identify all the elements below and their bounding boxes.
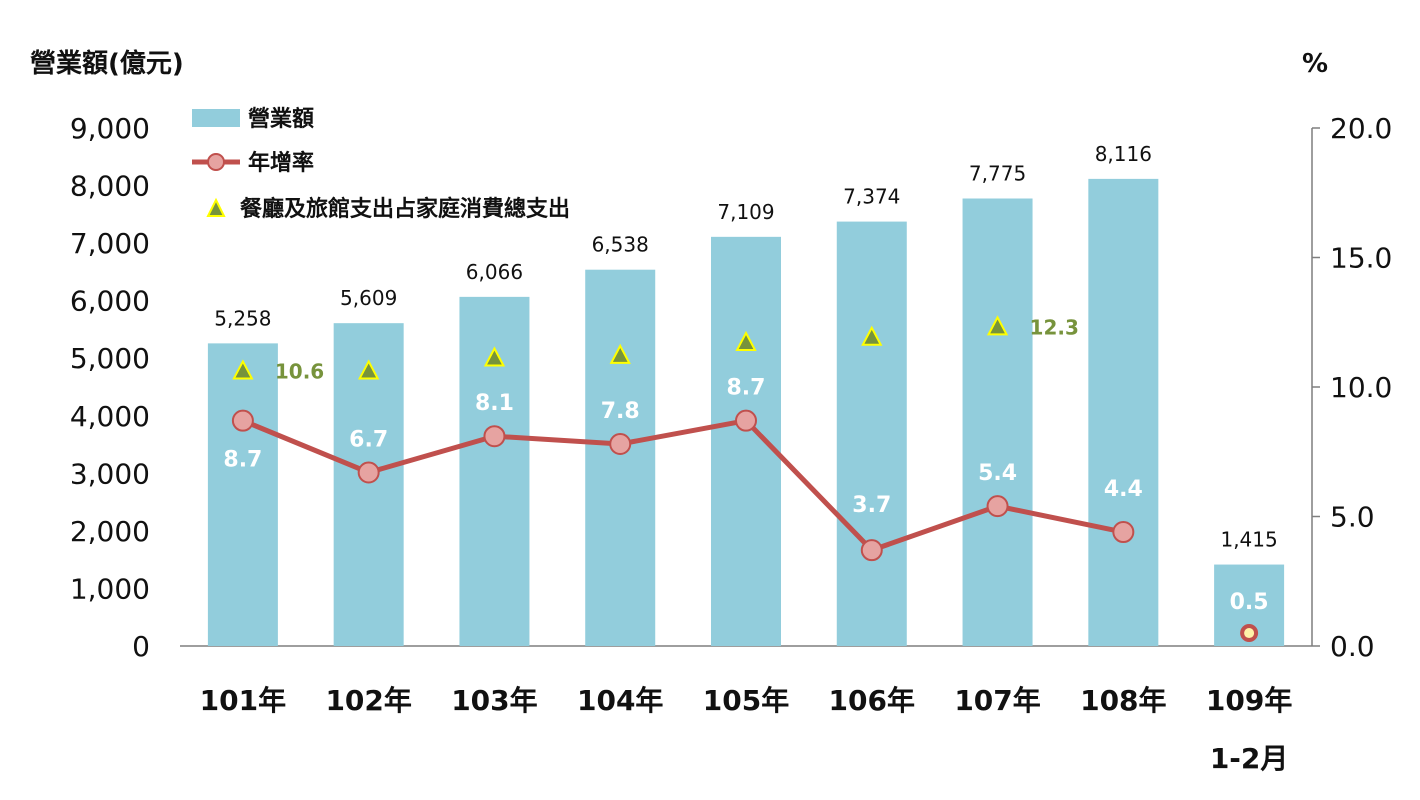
revenue-bar-label: 5,609 [340,286,397,310]
growth-label: 5.4 [978,461,1017,486]
x-tick-label: 101年 [200,684,286,717]
revenue-bar-label: 8,116 [1095,142,1152,166]
legend-bar-swatch [192,109,240,127]
revenue-bar-label: 6,538 [592,233,649,257]
left-tick-label: 5,000 [70,342,150,375]
right-tick-label: 15.0 [1330,242,1392,275]
left-tick-label: 0 [132,630,150,663]
revenue-bar-label: 5,258 [214,306,271,330]
left-axis-ticks: 0 1,000 2,000 3,000 4,000 5,000 6,000 7,000 8,00… [70,112,150,663]
right-tick-label: 10.0 [1330,371,1392,404]
x-tick-label: 105年 [703,684,789,717]
growth-label: 6.7 [349,427,388,452]
growth-line: 8.7 6.7 8.1 7.8 8.7 3.7 5.4 4.4 0.5 [223,376,1269,643]
right-tick-label: 0.0 [1330,630,1375,663]
revenue-bar-label: 7,374 [843,185,900,209]
left-axis-title: 營業額(億元) [30,49,184,79]
legend-line-marker [207,153,225,171]
x-tick-label: 104年 [577,684,663,717]
x-tick-label: 103年 [451,684,537,717]
right-axis-ticks: 0.0 5.0 10.0 15.0 20.0 [1312,112,1392,663]
left-tick-label: 7,000 [70,227,150,260]
share-label: 10.6 [275,359,324,383]
growth-label: 8.7 [727,376,766,401]
legend-triangle-marker [206,197,226,217]
growth-point [1112,521,1135,544]
left-tick-label: 2,000 [70,515,150,548]
revenue-bar-label: 7,775 [969,162,1026,186]
legend-share-label: 餐廳及旅館支出占家庭消費總支出 [240,196,570,222]
legend: 營業額 年增率 餐廳及旅館支出占家庭消費總支出 [192,106,570,222]
growth-point [357,461,380,484]
revenue-bar-labels: 5,258 5,609 6,066 6,538 7,109 7,374 7,775 8,116… [214,142,1277,552]
revenue-bar [207,343,278,646]
share-marker [232,359,254,380]
growth-point [735,409,757,432]
revenue-bar [1088,178,1159,647]
growth-point [231,409,254,432]
revenue-bar [836,221,907,646]
growth-label: 4.4 [1104,477,1143,502]
growth-point [1240,624,1259,643]
share-marker [358,359,380,380]
x-tick-label: 107年 [954,684,1040,717]
left-tick-label: 6,000 [70,285,150,318]
revenue-bar-label: 1,415 [1220,528,1277,552]
revenue-bar [711,236,781,646]
growth-point [860,539,883,562]
growth-label: 7.8 [601,399,640,424]
share-marker [609,343,631,364]
revenue-bar [585,269,656,646]
x-tick-label: 102年 [325,684,411,717]
legend-growth-label: 年增率 [248,150,314,176]
left-tick-label: 9,000 [70,112,150,145]
growth-label: 8.7 [223,448,262,473]
share-marker [986,315,1009,336]
growth-line-path [241,417,1124,554]
left-tick-label: 4,000 [70,400,150,433]
share-markers: 10.6 12.3 [232,315,1079,383]
x-tick-label: 106年 [829,684,915,717]
growth-label: 8.1 [475,391,514,416]
share-marker [861,325,883,346]
share-label: 12.3 [1030,315,1079,339]
growth-label: 3.7 [852,493,891,518]
x-axis-ticks: 101年 102年 103年 104年 105年 106年 107年 108年 109年 1-2月 [200,684,1293,775]
right-tick-label: 5.0 [1330,501,1375,534]
left-tick-label: 8,000 [70,170,150,203]
share-marker [483,346,506,367]
revenue-bar-label: 6,066 [466,260,523,284]
revenue-bar [962,198,1033,646]
x-tick-label: 109年 [1206,684,1292,717]
x-tick-label: 108年 [1080,684,1166,717]
left-tick-label: 3,000 [70,457,150,490]
left-tick-label: 1,000 [70,572,150,605]
right-tick-label: 20.0 [1330,112,1392,145]
growth-point [483,425,506,448]
legend-revenue-label: 營業額 [248,106,314,132]
x-tick-sublabel: 1-2月 [1210,742,1289,775]
growth-point [609,432,632,455]
growth-label: 0.5 [1230,590,1269,615]
growth-point [986,495,1009,518]
revenue-bar-label: 7,109 [717,200,774,224]
right-axis-title: % [1302,49,1328,79]
share-marker [735,330,757,351]
